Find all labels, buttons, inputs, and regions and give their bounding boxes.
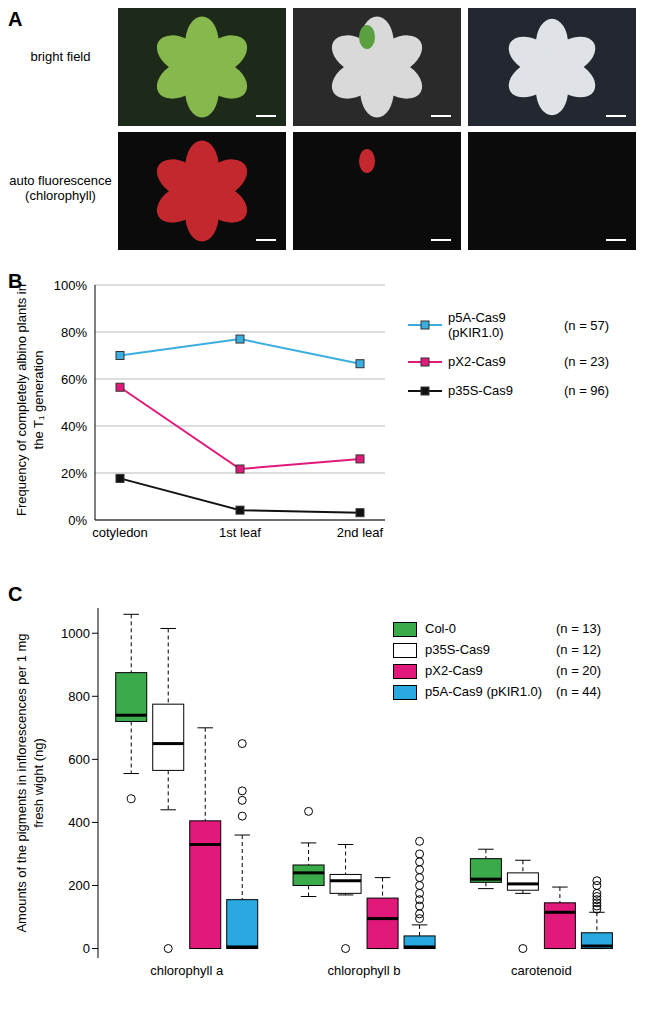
html-text:Col-0: Col-0 [425, 621, 457, 636]
html-text:(n = 12): (n = 12) [556, 642, 602, 657]
svg-text:80%: 80% [61, 325, 87, 340]
html-text:auto fluorescence (chlorophyll: auto fluorescence (chlorophyll) [9, 173, 112, 203]
svg-text:1st leaf: 1st leaf [219, 525, 261, 540]
html-text:B: B [8, 270, 23, 292]
html-text:C: C [8, 583, 23, 605]
svg-text:chlorophyll b: chlorophyll b [328, 963, 401, 978]
html-text:p5A-Cas9 (pKIR1.0): p5A-Cas9 (pKIR1.0) [425, 684, 543, 699]
html-text:(n = 23): (n = 23) [564, 354, 610, 369]
html-text:(n = 57): (n = 57) [564, 317, 610, 333]
svg-text:800: 800 [68, 689, 90, 704]
html-text:p35S-Cas9: p35S-Cas9 [448, 383, 513, 398]
svg-text:chlorophyll a: chlorophyll a [150, 963, 224, 978]
html-text:bright field: bright field [30, 49, 91, 64]
svg-text:100%: 100% [54, 278, 88, 293]
html-text:pX2-Cas9: pX2-Cas9 [425, 663, 483, 678]
svg-text:20%: 20% [61, 466, 87, 481]
svg-text:60%: 60% [61, 372, 87, 387]
html-text:(n = 96): (n = 96) [564, 383, 610, 398]
svg-text:carotenoid: carotenoid [511, 963, 572, 978]
html-text:(n = 44): (n = 44) [556, 684, 602, 699]
html-text:Amounts of the pigments in inf: Amounts of the pigments in inflorescence… [14, 633, 46, 933]
html-text:Frequency of completely albino: Frequency of completely albino plants in… [14, 284, 46, 516]
html-text:(n = 20): (n = 20) [556, 663, 602, 678]
html-text:A: A [8, 8, 23, 30]
html-text:pX2-Cas9: pX2-Cas9 [448, 354, 506, 369]
html-text:p5A-Cas9 (pKIR1.0): p5A-Cas9 (pKIR1.0) [448, 310, 506, 340]
svg-text:200: 200 [68, 878, 90, 893]
svg-text:40%: 40% [61, 419, 87, 434]
svg-text:2nd leaf: 2nd leaf [337, 525, 384, 540]
svg-text:cotyledon: cotyledon [92, 525, 148, 540]
html-text:p35S-Cas9: p35S-Cas9 [425, 642, 490, 657]
svg-text:0%: 0% [68, 513, 87, 528]
html-text:(n = 13): (n = 13) [556, 621, 602, 636]
svg-text:1000: 1000 [61, 626, 90, 641]
svg-text:0: 0 [83, 941, 90, 956]
svg-text:400: 400 [68, 815, 90, 830]
svg-text:600: 600 [68, 752, 90, 767]
